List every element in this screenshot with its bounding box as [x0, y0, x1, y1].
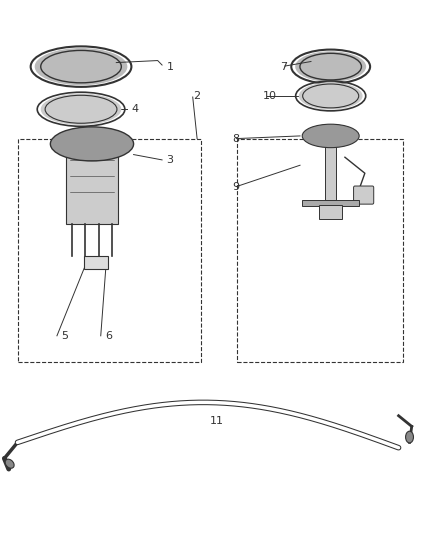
Bar [325, 136, 336, 200]
Bar [319, 205, 342, 219]
Text: 11: 11 [210, 416, 224, 426]
Bar [237, 139, 403, 362]
Ellipse shape [299, 83, 363, 109]
Text: 8: 8 [232, 134, 239, 143]
Ellipse shape [41, 94, 121, 125]
Bar [84, 256, 109, 269]
FancyBboxPatch shape [353, 186, 374, 204]
Text: 5: 5 [61, 331, 68, 341]
Ellipse shape [50, 127, 134, 161]
Ellipse shape [302, 124, 359, 148]
Bar [302, 200, 359, 206]
Bar [18, 139, 201, 362]
Text: 3: 3 [166, 155, 173, 165]
Text: 10: 10 [263, 91, 277, 101]
Text: 9: 9 [232, 182, 239, 191]
Text: 7: 7 [280, 62, 287, 71]
Text: 1: 1 [166, 62, 173, 71]
Ellipse shape [295, 51, 366, 82]
Text: 4: 4 [131, 104, 138, 114]
Ellipse shape [5, 459, 14, 469]
Bar [66, 141, 118, 224]
Ellipse shape [406, 431, 413, 443]
Ellipse shape [35, 48, 127, 85]
Text: 2: 2 [193, 91, 200, 101]
Text: 6: 6 [105, 331, 112, 341]
